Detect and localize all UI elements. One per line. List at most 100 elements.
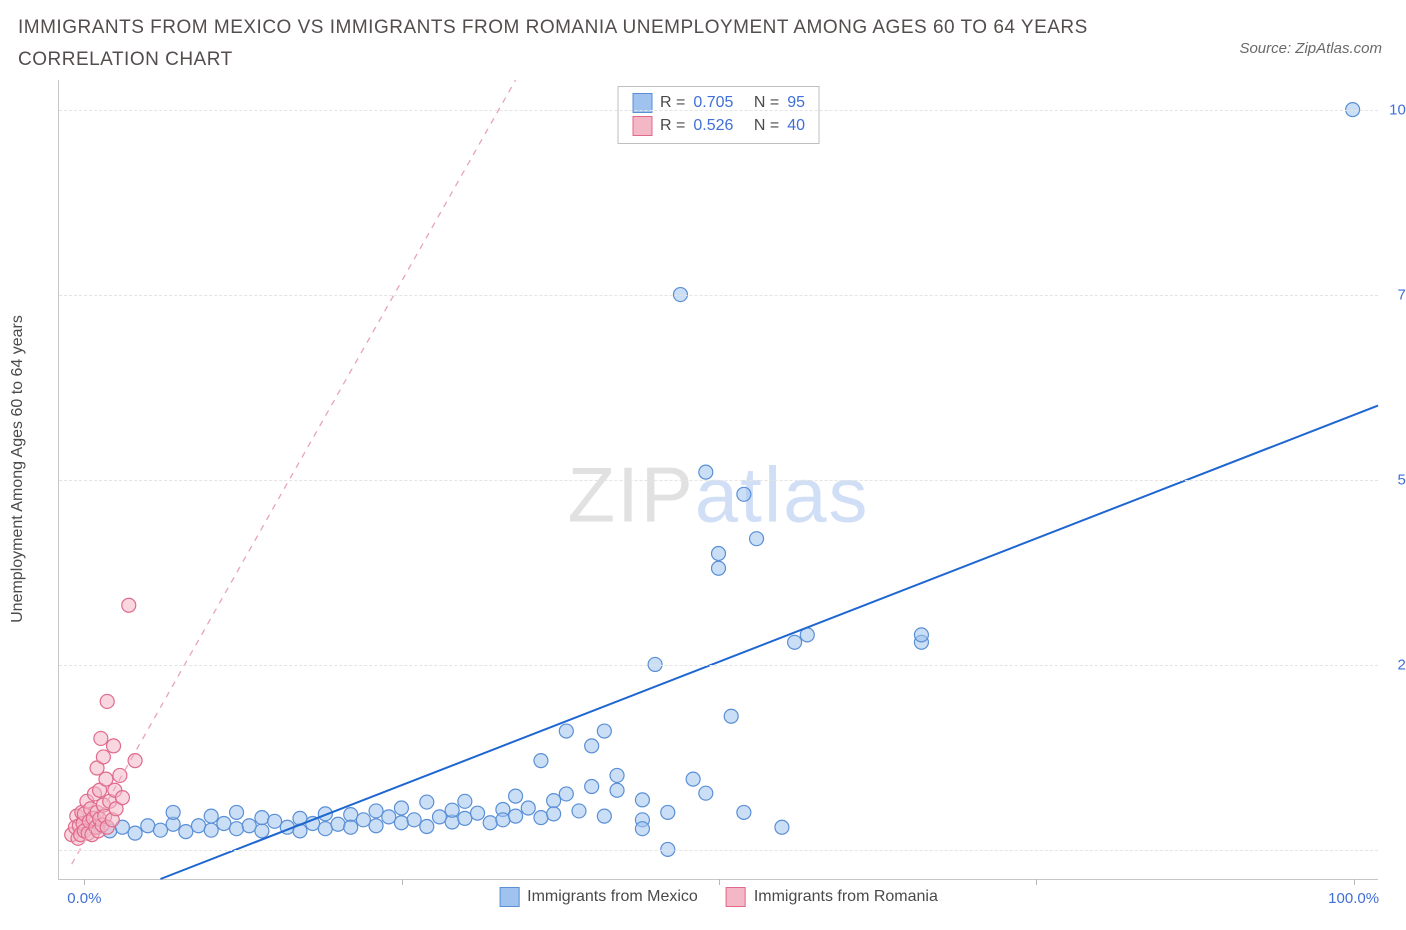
n-label: N = bbox=[754, 114, 779, 137]
data-point-mexico bbox=[724, 709, 738, 723]
grid-line bbox=[59, 110, 1378, 111]
n-label: N = bbox=[754, 91, 779, 114]
data-point-mexico bbox=[547, 794, 561, 808]
x-tick bbox=[1354, 879, 1355, 885]
data-point-mexico bbox=[432, 810, 446, 824]
data-point-mexico bbox=[585, 780, 599, 794]
data-point-romania bbox=[96, 750, 110, 764]
data-point-mexico bbox=[559, 724, 573, 738]
data-point-mexico bbox=[610, 783, 624, 797]
data-point-mexico bbox=[420, 819, 434, 833]
data-point-mexico bbox=[344, 808, 358, 822]
trend-line-mexico bbox=[160, 406, 1378, 879]
y-tick-label: 75.0% bbox=[1384, 286, 1406, 303]
swatch-romania bbox=[726, 887, 746, 907]
data-point-mexico bbox=[204, 823, 218, 837]
data-point-mexico bbox=[572, 804, 586, 818]
data-point-mexico bbox=[268, 814, 282, 828]
legend-label-romania: Immigrants from Romania bbox=[754, 888, 938, 906]
data-point-mexico bbox=[737, 487, 751, 501]
data-point-romania bbox=[100, 694, 114, 708]
data-point-mexico bbox=[610, 768, 624, 782]
data-point-mexico bbox=[471, 806, 485, 820]
y-tick-label: 0.0% bbox=[1384, 842, 1406, 859]
data-point-mexico bbox=[750, 532, 764, 546]
x-tick bbox=[719, 879, 720, 885]
x-tick bbox=[402, 879, 403, 885]
data-point-mexico bbox=[382, 810, 396, 824]
x-tick bbox=[1036, 879, 1037, 885]
data-point-mexico bbox=[230, 805, 244, 819]
data-point-mexico bbox=[547, 807, 561, 821]
data-point-mexico bbox=[331, 817, 345, 831]
bottom-legend: Immigrants from Mexico Immigrants from R… bbox=[499, 887, 938, 907]
data-point-mexico bbox=[394, 801, 408, 815]
data-point-mexico bbox=[153, 823, 167, 837]
data-point-mexico bbox=[407, 813, 421, 827]
x-tick-label: 100.0% bbox=[1328, 890, 1379, 907]
x-tick bbox=[84, 879, 85, 885]
chart-title: IMMIGRANTS FROM MEXICO VS IMMIGRANTS FRO… bbox=[18, 12, 1138, 77]
data-point-mexico bbox=[128, 826, 142, 840]
data-point-mexico bbox=[712, 561, 726, 575]
data-point-mexico bbox=[318, 822, 332, 836]
data-point-mexico bbox=[192, 819, 206, 833]
data-point-mexico bbox=[230, 822, 244, 836]
swatch-mexico bbox=[499, 887, 519, 907]
data-point-mexico bbox=[141, 819, 155, 833]
data-point-mexico bbox=[242, 819, 256, 833]
data-point-mexico bbox=[445, 803, 459, 817]
data-point-mexico bbox=[217, 817, 231, 831]
data-point-mexico bbox=[509, 789, 523, 803]
legend-item-mexico: Immigrants from Mexico bbox=[499, 887, 698, 907]
data-point-mexico bbox=[585, 739, 599, 753]
data-point-mexico bbox=[369, 804, 383, 818]
romania-r-value: 0.526 bbox=[693, 114, 733, 137]
data-point-romania bbox=[115, 791, 129, 805]
trend-line-romania bbox=[72, 80, 516, 864]
grid-line bbox=[59, 295, 1378, 296]
data-point-romania bbox=[107, 739, 121, 753]
grid-line bbox=[59, 665, 1378, 666]
data-point-mexico bbox=[483, 816, 497, 830]
y-tick-label: 50.0% bbox=[1384, 472, 1406, 489]
r-label: R = bbox=[660, 91, 685, 114]
data-point-mexico bbox=[509, 809, 523, 823]
data-point-mexico bbox=[914, 628, 928, 642]
data-point-mexico bbox=[737, 805, 751, 819]
data-point-romania bbox=[128, 754, 142, 768]
data-point-mexico bbox=[166, 805, 180, 819]
data-point-mexico bbox=[458, 811, 472, 825]
data-point-mexico bbox=[597, 724, 611, 738]
swatch-romania bbox=[632, 116, 652, 136]
data-point-mexico bbox=[775, 820, 789, 834]
data-point-mexico bbox=[712, 546, 726, 560]
data-point-mexico bbox=[788, 635, 802, 649]
r-label: R = bbox=[660, 114, 685, 137]
data-point-mexico bbox=[699, 465, 713, 479]
data-point-mexico bbox=[496, 813, 510, 827]
data-point-mexico bbox=[534, 754, 548, 768]
data-point-mexico bbox=[635, 793, 649, 807]
data-point-mexico bbox=[661, 805, 675, 819]
mexico-r-value: 0.705 bbox=[693, 91, 733, 114]
data-point-mexico bbox=[635, 822, 649, 836]
data-point-romania bbox=[94, 731, 108, 745]
stats-row-romania: R = 0.526 N = 40 bbox=[632, 114, 805, 137]
data-point-romania bbox=[122, 598, 136, 612]
source-attribution: Source: ZipAtlas.com bbox=[1239, 40, 1382, 57]
data-point-mexico bbox=[420, 795, 434, 809]
plot-area: ZIPatlas R = 0.705 N = 95 R = 0.526 N = … bbox=[58, 80, 1378, 880]
data-point-mexico bbox=[521, 801, 535, 815]
romania-n-value: 40 bbox=[787, 114, 805, 137]
data-point-mexico bbox=[699, 786, 713, 800]
data-point-mexico bbox=[394, 816, 408, 830]
data-point-mexico bbox=[559, 787, 573, 801]
data-point-mexico bbox=[255, 811, 269, 825]
stats-legend-box: R = 0.705 N = 95 R = 0.526 N = 40 bbox=[617, 86, 820, 144]
x-tick-label: 0.0% bbox=[67, 890, 101, 907]
data-point-mexico bbox=[369, 819, 383, 833]
data-point-mexico bbox=[179, 825, 193, 839]
data-point-mexico bbox=[204, 809, 218, 823]
data-point-mexico bbox=[597, 809, 611, 823]
